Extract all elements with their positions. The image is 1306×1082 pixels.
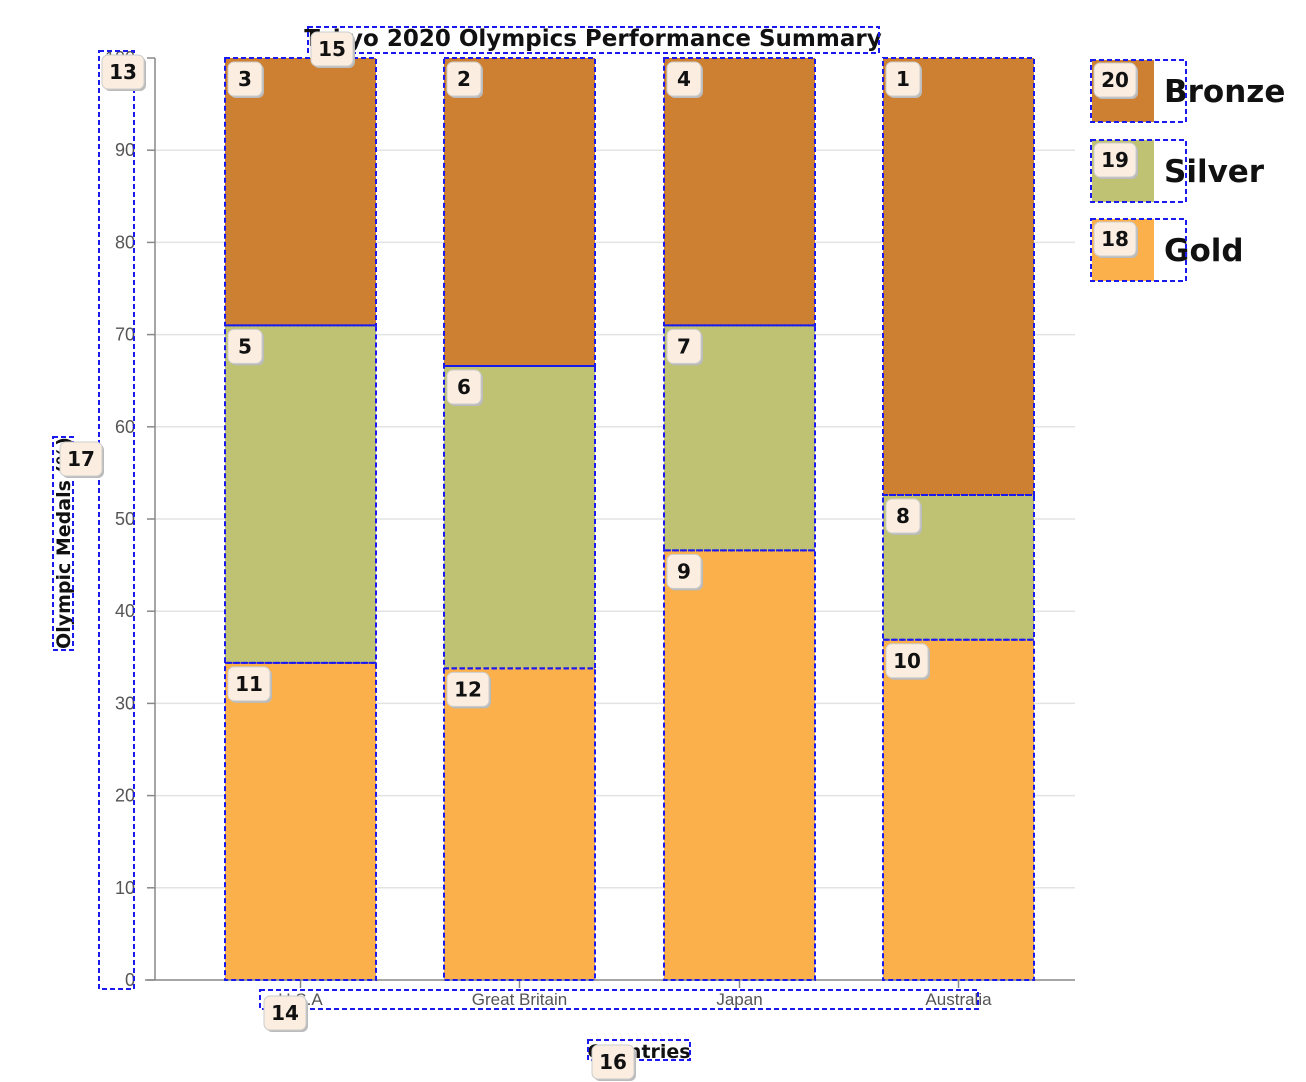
marker-badge: 4	[666, 61, 703, 98]
svg-text:10: 10	[893, 649, 921, 673]
marker-badge: 9	[666, 553, 703, 591]
bar-gold	[444, 668, 595, 980]
marker-badge: 3	[227, 61, 264, 98]
x-tick-label: Great Britain	[472, 990, 567, 1009]
svg-text:3: 3	[238, 67, 252, 91]
bar-bronze	[883, 58, 1034, 496]
svg-text:4: 4	[677, 67, 691, 91]
svg-text:12: 12	[454, 677, 482, 701]
marker-badge: 20	[1093, 62, 1138, 99]
marker-badge: 12	[446, 671, 491, 709]
y-tick-labels: 0102030405060708090100	[105, 48, 155, 990]
y-tick-label: 30	[115, 693, 135, 713]
y-axis-title: Olympic Medals (%)	[53, 437, 75, 649]
bar-silver	[225, 325, 376, 663]
marker-badge: 16	[591, 1044, 636, 1081]
bar-gold	[883, 639, 1034, 980]
annotation-box	[98, 50, 135, 990]
y-tick-label: 10	[115, 878, 135, 898]
annotation-box	[443, 667, 596, 981]
annotation-box	[224, 57, 377, 327]
annotation-box	[1090, 139, 1187, 203]
bar-bronze	[664, 58, 815, 326]
x-tick-label: Australia	[925, 990, 992, 1009]
marker-badge: 17	[59, 441, 104, 478]
marker-badge: 2	[446, 61, 483, 98]
annotation-box	[224, 661, 377, 981]
x-tick-label: Japan	[716, 990, 762, 1009]
annotation-box	[882, 638, 1035, 981]
bar-bronze	[225, 58, 376, 326]
marker-badge: 7	[666, 328, 703, 366]
svg-text:2: 2	[457, 67, 471, 91]
svg-text:6: 6	[457, 375, 471, 399]
svg-text:20: 20	[1101, 68, 1129, 92]
legend-label: Gold	[1164, 233, 1244, 269]
svg-text:5: 5	[238, 334, 252, 358]
marker-badge: 1	[885, 61, 922, 98]
bar-gold	[664, 550, 815, 980]
y-tick-label: 0	[125, 970, 135, 990]
annotation-box	[882, 57, 1035, 497]
svg-text:13: 13	[109, 60, 137, 84]
chart-title: Tokyo 2020 Olympics Performance Summary	[304, 26, 881, 52]
marker-badge: 19	[1093, 142, 1138, 179]
y-tick-label: 40	[115, 601, 135, 621]
bar-stacks	[225, 58, 1034, 980]
svg-text:19: 19	[1101, 148, 1129, 172]
annotation-box	[1090, 59, 1187, 123]
annotation-box	[307, 26, 880, 54]
marker-badge: 8	[885, 498, 922, 536]
y-tick-label: 50	[115, 509, 135, 529]
y-tick-label: 80	[115, 232, 135, 252]
annotation-box	[663, 57, 816, 327]
svg-text:9: 9	[677, 559, 691, 583]
legend-label: Silver	[1164, 154, 1265, 190]
bar-gold	[225, 662, 376, 980]
svg-text:14: 14	[271, 1001, 299, 1025]
svg-text:11: 11	[235, 672, 263, 696]
y-tick-label: 60	[115, 417, 135, 437]
svg-text:1: 1	[896, 67, 910, 91]
svg-text:7: 7	[677, 334, 691, 358]
y-tick-label: 70	[115, 325, 135, 345]
marker-badge: 18	[1093, 221, 1138, 258]
annotation-box	[587, 1039, 691, 1061]
bar-bronze	[444, 58, 595, 366]
annotation-box	[259, 989, 979, 1010]
svg-text:18: 18	[1101, 227, 1129, 251]
marker-badge: 5	[227, 328, 264, 366]
marker-badge: 6	[446, 369, 483, 406]
annotation-box	[52, 436, 74, 651]
marker-badge: 14	[263, 995, 308, 1032]
annotation-box	[1090, 218, 1187, 282]
svg-text:17: 17	[67, 447, 95, 471]
y-tick-label: 90	[115, 140, 135, 160]
annotation-box	[443, 57, 596, 367]
marker-badge: 13	[101, 54, 146, 91]
legend-label: Bronze	[1164, 74, 1285, 110]
annotation-box	[663, 549, 816, 982]
svg-text:16: 16	[599, 1050, 627, 1074]
svg-text:8: 8	[896, 504, 910, 528]
svg-text:15: 15	[318, 37, 346, 61]
marker-badge: 10	[885, 643, 930, 680]
y-tick-label: 20	[115, 786, 135, 806]
marker-badge: 11	[227, 666, 272, 703]
marker-badge: 15	[310, 31, 355, 68]
bar-silver	[444, 365, 595, 669]
